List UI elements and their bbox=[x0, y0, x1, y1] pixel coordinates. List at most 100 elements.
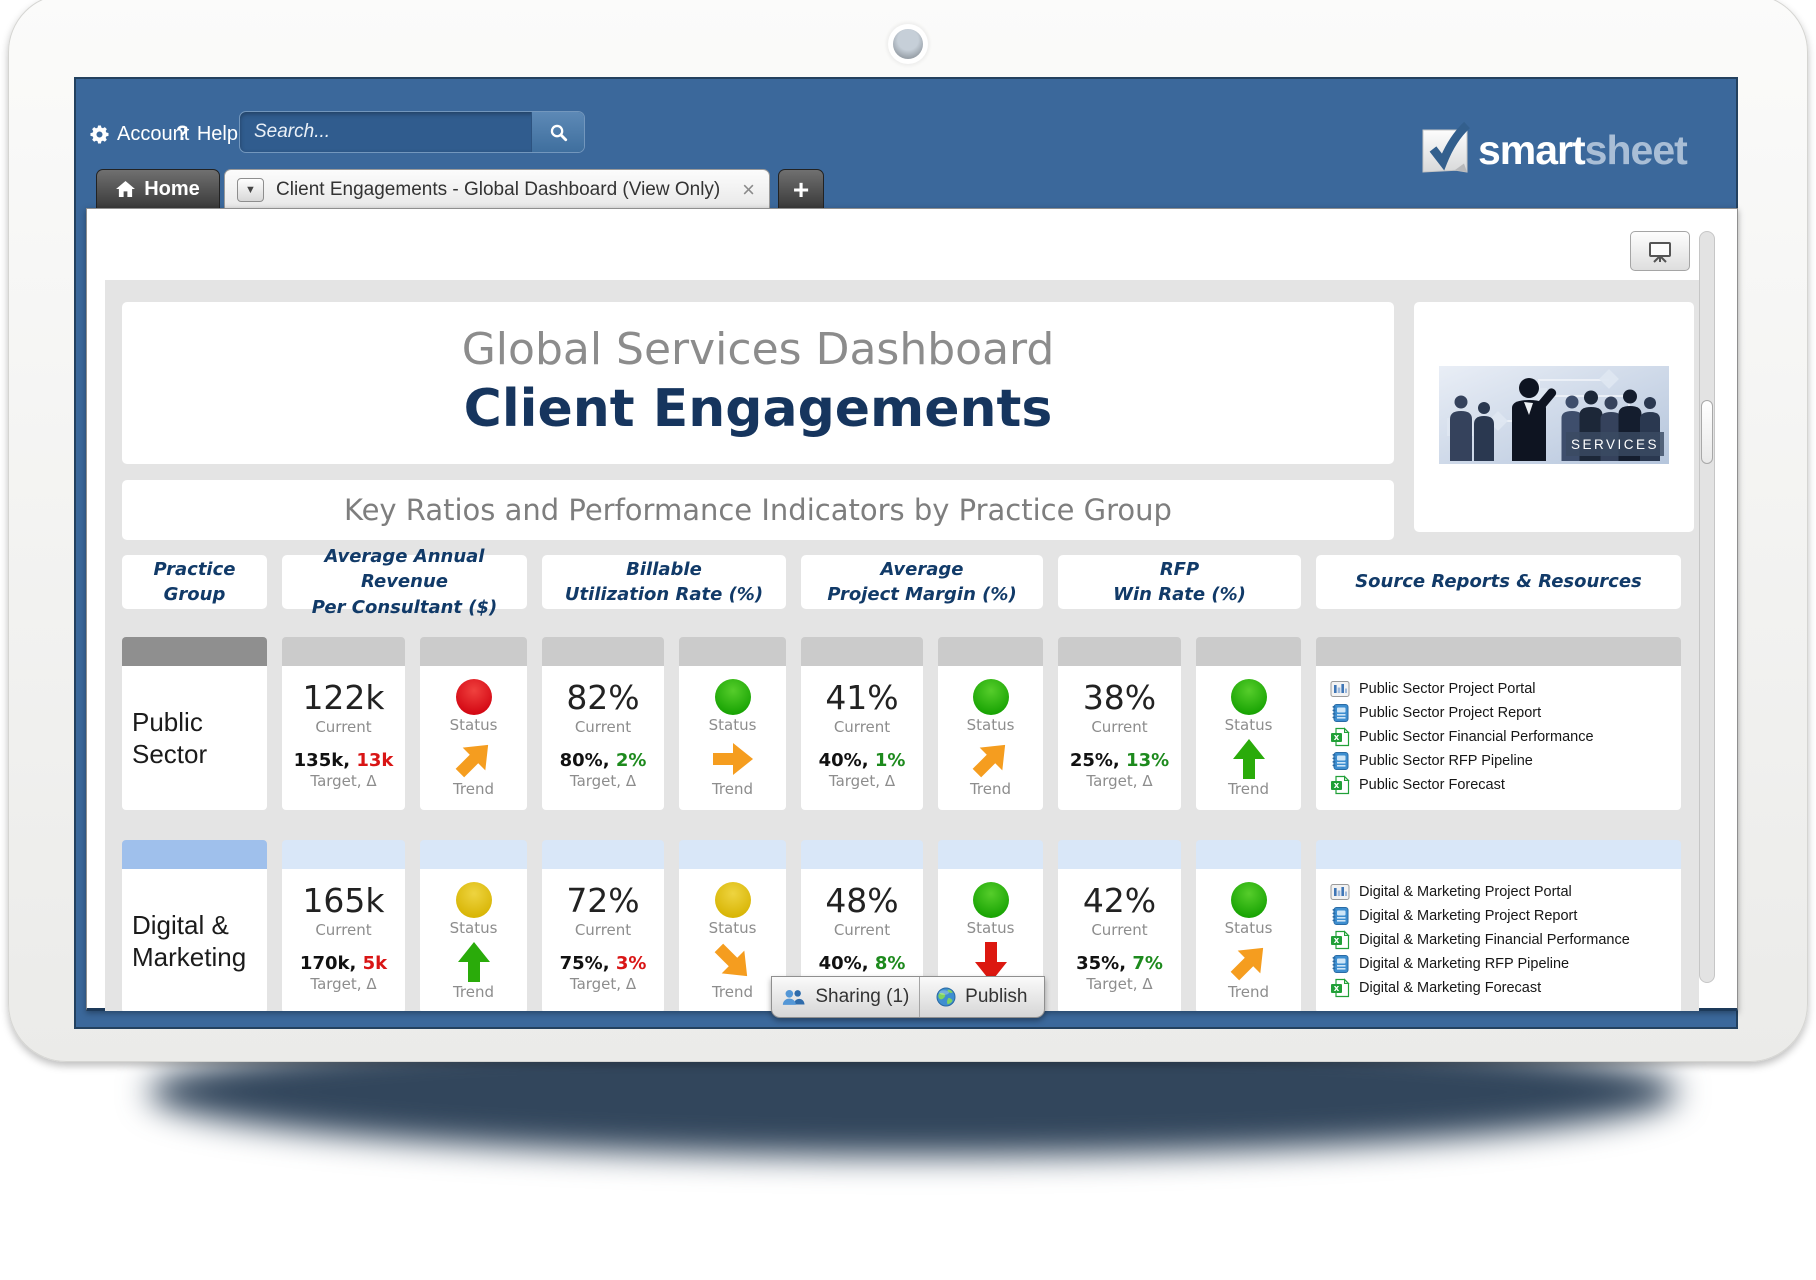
scrollbar-thumb[interactable] bbox=[1701, 400, 1713, 464]
sharing-button[interactable]: Sharing (1) bbox=[772, 977, 919, 1017]
source-report-link[interactable]: Public Sector Project Report bbox=[1330, 701, 1681, 725]
target-label: Target, Δ bbox=[1086, 975, 1153, 993]
column-header: Billable Utilization Rate (%) bbox=[542, 555, 786, 609]
status-indicator bbox=[972, 882, 1009, 918]
svg-text:x: x bbox=[1334, 781, 1340, 791]
kpi-row: Public Sector 122k Current 135k, 13k Target,… bbox=[122, 637, 1681, 810]
dashboard-content: Global Services Dashboard Client Engagem… bbox=[86, 208, 1738, 1011]
help-menu[interactable]: ? Help bbox=[176, 119, 238, 149]
row-band bbox=[1058, 840, 1181, 869]
vertical-scrollbar[interactable] bbox=[1699, 231, 1715, 983]
target-label: Target, Δ bbox=[310, 975, 377, 993]
source-report-link[interactable]: Public Sector RFP Pipeline bbox=[1330, 749, 1681, 773]
metric-value-card: 41% Current 40%, 1% Target, Δ bbox=[801, 666, 923, 810]
row-band bbox=[679, 840, 786, 869]
metric-value-card: 122k Current 135k, 13k Target, Δ bbox=[282, 666, 405, 810]
trend-arrow-icon bbox=[704, 934, 761, 991]
current-label: Current bbox=[574, 921, 632, 939]
portal-icon bbox=[1330, 882, 1350, 902]
tab-close-button[interactable]: × bbox=[742, 176, 755, 202]
row-band bbox=[542, 637, 664, 666]
metric-current-value: 72% bbox=[566, 881, 640, 920]
status-indicator bbox=[972, 679, 1009, 715]
source-report-link[interactable]: Public Sector Project Portal bbox=[1330, 677, 1681, 701]
trend-label: Trend bbox=[1227, 983, 1270, 1001]
metric-value-card: 72% Current 75%, 3% Target, Δ bbox=[542, 869, 664, 1011]
kpi-cell: 82% Current 80%, 2% Target, Δ bbox=[542, 637, 664, 810]
new-tab-button[interactable]: + bbox=[778, 169, 824, 209]
target-label: Target, Δ bbox=[310, 772, 377, 790]
kpi-cell: Status Trend bbox=[420, 840, 527, 1011]
search-box[interactable]: Search... bbox=[239, 111, 585, 153]
source-report-link[interactable]: Digital & Marketing RFP Pipeline bbox=[1330, 952, 1681, 976]
logo-text-smart: smart bbox=[1478, 127, 1586, 173]
column-header-line1: RFP bbox=[1159, 558, 1200, 580]
report-icon bbox=[1330, 954, 1350, 974]
status-indicator bbox=[455, 882, 492, 918]
search-input[interactable]: Search... bbox=[254, 121, 331, 142]
practice-group-name: Public Sector bbox=[132, 706, 208, 770]
metric-target-line: 75%, 3% bbox=[559, 953, 647, 974]
presentation-icon bbox=[1647, 240, 1673, 263]
kpi-cell: Status Trend bbox=[679, 637, 786, 810]
status-label: Status bbox=[449, 716, 498, 734]
source-report-link[interactable]: x Public Sector Forecast bbox=[1330, 773, 1681, 797]
services-caption: SERVICES bbox=[1571, 437, 1659, 452]
dashboard-title-card: Global Services Dashboard Client Engagem… bbox=[122, 302, 1394, 464]
target-label: Target, Δ bbox=[828, 772, 896, 790]
source-report-label: Public Sector Forecast bbox=[1359, 777, 1505, 793]
source-report-link[interactable]: Digital & Marketing Project Report bbox=[1330, 904, 1681, 928]
metric-delta-value: 1% bbox=[874, 750, 906, 771]
practice-group-name: Digital & Marketing bbox=[132, 909, 247, 973]
source-report-link[interactable]: x Digital & Marketing Forecast bbox=[1330, 976, 1681, 1000]
status-label: Status bbox=[708, 716, 757, 734]
metric-delta-value: 5k bbox=[362, 953, 388, 974]
column-header-line1: Average Annual Revenue bbox=[324, 546, 485, 593]
source-reports-cell: Public Sector Project Portal Public Secto… bbox=[1316, 666, 1681, 810]
source-report-link[interactable]: x Public Sector Financial Performance bbox=[1330, 725, 1681, 749]
tab-home[interactable]: Home bbox=[96, 169, 220, 209]
metric-delta-value: 13k bbox=[356, 750, 394, 771]
status-indicator bbox=[1230, 679, 1267, 715]
portal-icon bbox=[1330, 679, 1350, 699]
present-button[interactable] bbox=[1630, 231, 1690, 271]
status-label: Status bbox=[1224, 716, 1273, 734]
status-indicator bbox=[1230, 882, 1267, 918]
metric-target-line: 40%, 1% bbox=[818, 750, 906, 771]
search-button[interactable] bbox=[531, 112, 584, 152]
metric-target-line: 25%, 13% bbox=[1069, 750, 1170, 771]
metric-status-card: Status Trend bbox=[1196, 869, 1301, 1011]
trend-label: Trend bbox=[1227, 780, 1270, 798]
kpi-cell: Public Sector bbox=[122, 637, 267, 810]
tab-active[interactable]: ▼ Client Engagements - Global Dashboard … bbox=[224, 169, 770, 209]
status-indicator bbox=[455, 679, 492, 715]
source-report-link[interactable]: Digital & Marketing Project Portal bbox=[1330, 880, 1681, 904]
tablet-bezel: Account ? Help Search... bbox=[8, 0, 1808, 1062]
row-band bbox=[1196, 637, 1301, 666]
account-menu[interactable]: Account bbox=[90, 119, 189, 149]
current-label: Current bbox=[833, 921, 891, 939]
trend-label: Trend bbox=[452, 780, 495, 798]
tab-dropdown-button[interactable]: ▼ bbox=[237, 177, 264, 202]
page-subtitle: Key Ratios and Performance Indicators by… bbox=[122, 480, 1394, 540]
search-icon bbox=[549, 123, 568, 142]
source-report-link[interactable]: x Digital & Marketing Financial Performan… bbox=[1330, 928, 1681, 952]
account-label: Account bbox=[117, 122, 190, 145]
column-header-line2: Utilization Rate (%) bbox=[564, 584, 764, 605]
column-header: Source Reports & Resources bbox=[1316, 555, 1681, 609]
row-band bbox=[679, 637, 786, 666]
gear-icon bbox=[90, 124, 109, 144]
metric-target-line: 80%, 2% bbox=[559, 750, 647, 771]
column-header: Average Annual Revenue Per Consultant ($) bbox=[282, 546, 527, 618]
metric-current-value: 38% bbox=[1082, 678, 1157, 717]
status-label: Status bbox=[708, 919, 757, 937]
kpi-row: Digital & Marketing 165k Current 170k, 5k Ta… bbox=[122, 840, 1681, 1011]
source-report-label: Public Sector RFP Pipeline bbox=[1359, 753, 1533, 769]
publish-button[interactable]: Publish bbox=[918, 977, 1044, 1017]
sharing-people-icon bbox=[781, 988, 806, 1007]
trend-arrow-icon bbox=[971, 942, 1011, 982]
column-header-line1: Source Reports & Resources bbox=[1355, 571, 1642, 593]
row-band bbox=[938, 637, 1043, 666]
trend-arrow-icon bbox=[962, 731, 1019, 788]
metric-current-value: 165k bbox=[302, 881, 385, 920]
